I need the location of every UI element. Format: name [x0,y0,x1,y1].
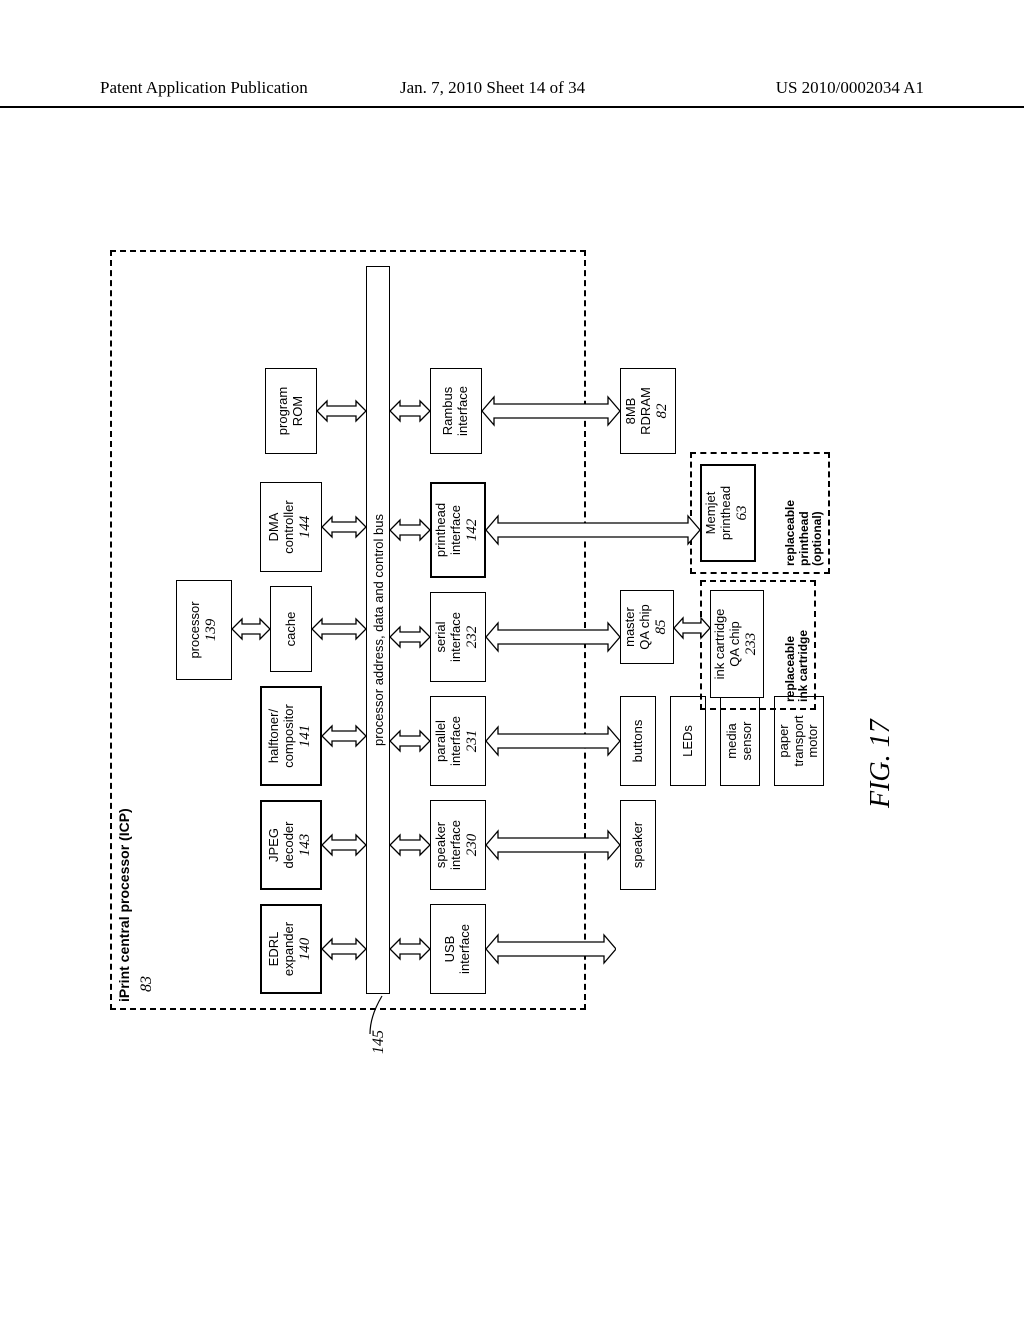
par-label: parallel interface [434,716,464,766]
memjet-ref: 63 [734,506,751,521]
usb-label: USB interface [443,924,473,974]
halftoner-box: halftoner/ compositor 141 [260,686,322,786]
processor-ref: 139 [203,619,220,642]
processor-box: processor 139 [176,580,232,680]
figure-label: FIG. 17 [865,719,897,808]
jpeg-ref: 143 [297,834,314,857]
memjet-box: Memjet printhead 63 [700,464,756,562]
media-label: media sensor [725,721,755,760]
printhead-if-box: printhead interface 142 [430,482,486,578]
serial-if-box: serial interface 232 [430,592,486,682]
data-bus: processor address, data and control bus [366,266,390,994]
diagram: iPrint central processor (ICP) 83 proces… [110,200,930,1010]
spk-label: speaker interface [434,820,464,870]
ink-qa-box: ink cartridge QA chip 233 [710,590,764,698]
inkqa-ref: 233 [743,633,760,656]
header-right: US 2010/0002034 A1 [776,78,924,98]
page: Patent Application Publication Jan. 7, 2… [0,0,1024,1320]
icp-ref: 83 [138,976,156,992]
dma-label: DMA controller [267,500,297,553]
rambus-if-box: Rambus interface [430,368,482,454]
header: Patent Application Publication Jan. 7, 2… [0,78,1024,108]
parallel-if-box: parallel interface 231 [430,696,486,786]
rdram-box: 8MB RDRAM 82 [620,368,676,454]
halftoner-label: halftoner/ compositor [267,704,297,768]
mqa-ref: 85 [653,620,670,635]
edrl-ref: 140 [297,938,314,961]
dma-ref: 144 [297,516,314,539]
header-center: Jan. 7, 2010 Sheet 14 of 34 [400,78,585,98]
header-left: Patent Application Publication [100,78,308,98]
buttons-box: buttons [620,696,656,786]
ser-ref: 232 [464,626,481,649]
edrl-box: EDRL expander 140 [260,904,322,994]
edrl-label: EDRL expander [267,922,297,976]
mqa-label: master QA chip [623,604,653,650]
rambus-label: Rambus interface [441,386,471,436]
cache-box: cache [270,586,312,672]
phif-label: printhead interface [434,503,464,557]
memjet-label: Memjet printhead [704,486,734,540]
master-qa-box: master QA chip 85 [620,590,674,664]
leds-label: LEDs [681,725,696,757]
progrom-box: program ROM [265,368,317,454]
ink-title: replaceable ink cartridge [784,630,810,702]
speaker-box: speaker [620,800,656,890]
phif-ref: 142 [464,519,481,542]
speaker-if-box: speaker interface 230 [430,800,486,890]
bus-label: processor address, data and control bus [371,514,386,746]
icp-title: iPrint central processor (ICP) [116,808,132,1002]
ser-label: serial interface [434,612,464,662]
inkqa-label: ink cartridge QA chip [713,609,743,680]
motor-label: paper transport motor [777,715,822,766]
speaker-label: speaker [631,822,646,868]
processor-label: processor [188,601,203,658]
spk-ref: 230 [464,834,481,857]
usb-box: USB interface [430,904,486,994]
dma-box: DMA controller 144 [260,482,322,572]
rdram-label: 8MB RDRAM [624,387,654,435]
progrom-label: program ROM [276,387,306,435]
jpeg-label: JPEG decoder [267,822,297,869]
jpeg-box: JPEG decoder 143 [260,800,322,890]
buttons-label: buttons [631,720,646,763]
rdram-ref: 82 [654,404,671,419]
halftoner-ref: 141 [297,725,314,748]
cache-label: cache [284,612,299,647]
par-ref: 231 [464,730,481,753]
bus-ref-leader [368,992,394,1036]
ph-title: replaceable printhead (optional) [784,500,824,566]
